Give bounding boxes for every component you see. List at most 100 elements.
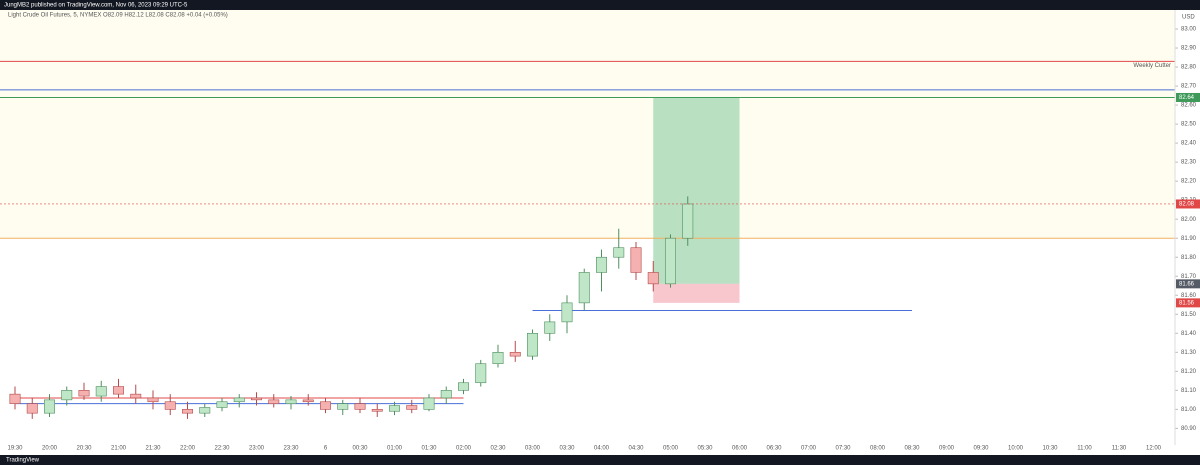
candle-body <box>216 401 228 408</box>
price-tag-label: 81.56 <box>1179 300 1195 306</box>
candle-body <box>544 321 556 334</box>
x-tick-label: 10:30 <box>1042 446 1058 452</box>
candle-body <box>613 247 625 258</box>
y-tick-label: 81.50 <box>1181 312 1197 318</box>
y-tick-label: 81.10 <box>1181 388 1197 394</box>
y-tick-label: 81.60 <box>1181 293 1197 299</box>
x-tick-label: 22:30 <box>214 446 230 452</box>
x-tick-label: 01:30 <box>421 446 437 452</box>
x-tick-label: 11:30 <box>1112 446 1127 452</box>
candle-body <box>182 409 193 414</box>
candle-body <box>251 397 262 401</box>
x-tick-label: 19:30 <box>7 446 23 452</box>
candle-body <box>389 405 400 412</box>
y-tick-label: 82.00 <box>1181 217 1197 223</box>
x-tick-label: 05:00 <box>663 446 679 452</box>
x-tick-label: 08:30 <box>904 446 920 452</box>
y-tick-label: 81.00 <box>1181 407 1197 413</box>
plot: 80.90 81.00 81.10 81.20 81.30 81.40 81.50 81.60… <box>0 10 1200 452</box>
y-tick-label: 81.20 <box>1181 369 1197 375</box>
y-tick-label: 81.70 <box>1181 274 1197 280</box>
candle-body <box>9 393 21 404</box>
x-tick-label: 09:30 <box>973 446 989 452</box>
publisher: JungMB2 published on TradingView.com, No… <box>4 3 188 9</box>
y-tick-label: 82.30 <box>1181 160 1197 166</box>
x-tick-label: 06:30 <box>766 446 782 452</box>
x-tick-label: 12:00 <box>1146 446 1162 452</box>
y-tick-label: 82.80 <box>1181 65 1197 71</box>
candle-body <box>458 382 469 391</box>
candle-body <box>647 272 659 285</box>
candle-body <box>285 399 297 404</box>
candle-body <box>320 401 331 410</box>
x-tick-label: 11:00 <box>1077 446 1092 452</box>
candle-body <box>61 390 73 401</box>
x-tick-label: 03:00 <box>525 446 541 452</box>
x-tick-label: 6 <box>324 446 328 452</box>
candle-body <box>113 386 124 395</box>
x-tick-label: 23:30 <box>283 446 299 452</box>
candle-body <box>95 386 107 397</box>
x-tick-label: 02:00 <box>456 446 472 452</box>
x-tick-label: 22:00 <box>180 446 196 452</box>
brand: TradingView <box>6 458 40 464</box>
y-tick-label: 81.80 <box>1181 255 1197 261</box>
x-tick-label: 20:00 <box>42 446 58 452</box>
price-tag <box>1176 92 1200 102</box>
x-tick-label: 21:30 <box>145 446 161 452</box>
x-tick-label: 03:30 <box>559 446 575 452</box>
candle-body <box>337 403 349 410</box>
x-tick-label: 01:00 <box>387 446 403 452</box>
candle-body <box>164 401 176 410</box>
candle-body <box>475 363 487 384</box>
background-zone <box>0 10 1175 239</box>
currency: USD <box>1182 15 1195 21</box>
x-tick-label: 21:00 <box>111 446 127 452</box>
price-tag-label: 81.66 <box>1179 281 1195 287</box>
candle-body <box>268 399 280 404</box>
candle-body <box>302 399 314 403</box>
candle-body <box>371 409 383 412</box>
candle-body <box>78 390 90 397</box>
candle-body <box>492 352 504 365</box>
candle-body <box>423 397 435 410</box>
candle-body <box>26 403 38 414</box>
y-tick-label: 81.40 <box>1181 331 1197 337</box>
x-tick-label: 05:30 <box>697 446 713 452</box>
candle-body <box>130 393 142 399</box>
level-label: Weekly Cutter <box>1133 63 1171 69</box>
top-bar <box>0 0 1200 10</box>
y-tick-label: 82.70 <box>1181 84 1197 90</box>
x-tick-label: 23:00 <box>249 446 265 452</box>
x-tick-label: 07:30 <box>835 446 851 452</box>
x-tick-label: 00:30 <box>352 446 368 452</box>
price-tag <box>1176 298 1200 308</box>
price-tag <box>1176 279 1200 289</box>
candle-body <box>354 403 366 410</box>
price-tag <box>1176 199 1200 209</box>
candle-body <box>147 397 159 403</box>
y-tick-label: 82.90 <box>1181 46 1197 52</box>
candle-body <box>578 272 590 304</box>
x-tick-label: 07:00 <box>801 446 817 452</box>
candle-body <box>596 256 607 273</box>
y-tick-label: 81.90 <box>1181 236 1197 242</box>
candle-body <box>44 399 55 414</box>
candle-body <box>527 332 538 357</box>
x-tick-label: 04:00 <box>594 446 610 452</box>
x-tick-label: 02:30 <box>490 446 506 452</box>
y-tick-label: 82.20 <box>1181 179 1197 185</box>
y-tick-label: 80.90 <box>1181 426 1197 432</box>
candle-body <box>440 390 452 399</box>
candle-body <box>406 405 418 410</box>
x-tick-label: 10:00 <box>1008 446 1024 452</box>
bottom-bar <box>0 455 1200 465</box>
x-tick-label: 20:30 <box>76 446 92 452</box>
x-tick-label: 06:00 <box>732 446 748 452</box>
position-stop-zone <box>653 283 740 303</box>
candle-body <box>199 407 211 414</box>
y-tick-label: 83.00 <box>1181 27 1197 33</box>
candle-body <box>509 352 521 357</box>
candle-body <box>682 203 694 239</box>
